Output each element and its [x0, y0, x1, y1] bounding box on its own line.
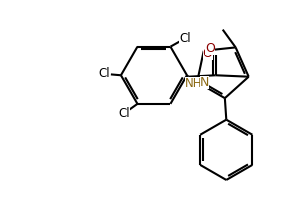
Text: Cl: Cl [119, 107, 130, 120]
Text: O: O [205, 42, 215, 55]
Text: Cl: Cl [179, 32, 191, 45]
Text: N: N [200, 76, 209, 89]
Text: Cl: Cl [99, 67, 110, 80]
Text: NH: NH [185, 76, 202, 90]
Text: O: O [203, 47, 213, 60]
